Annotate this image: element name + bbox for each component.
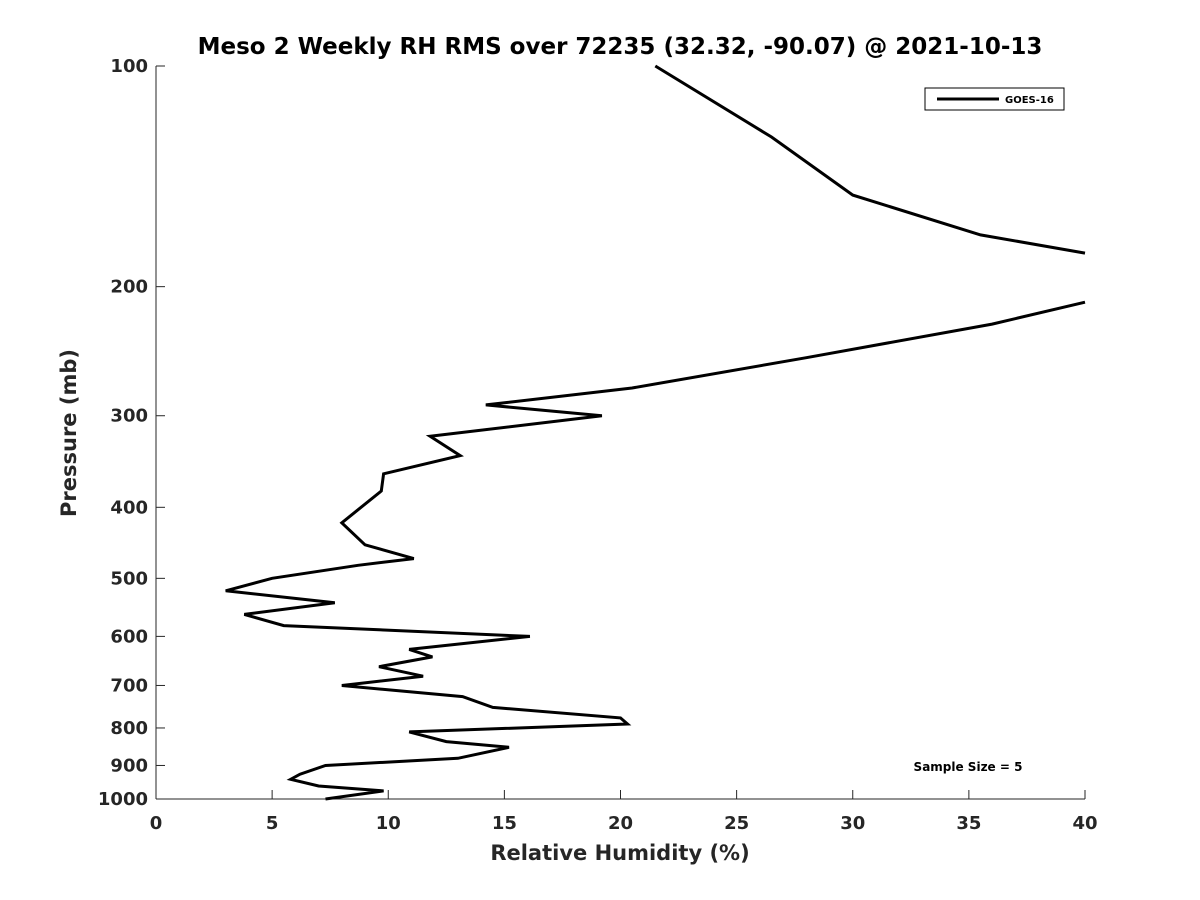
y-tick-label: 400 xyxy=(110,497,148,518)
y-tick-label: 800 xyxy=(110,718,148,739)
sample-size-annotation: Sample Size = 5 xyxy=(914,760,1023,774)
x-tick-label: 10 xyxy=(376,813,401,834)
legend-label: GOES-16 xyxy=(1005,95,1054,106)
plot-frame xyxy=(155,66,1085,800)
legend: GOES-16 xyxy=(924,87,1065,111)
chart-title: Meso 2 Weekly RH RMS over 72235 (32.32, … xyxy=(198,34,1043,60)
y-axis: 100 200 300 400 500 600 700 800 900 1000 xyxy=(98,56,165,810)
y-tick-label: 900 xyxy=(110,755,148,776)
y-axis-label: Pressure (mb) xyxy=(57,349,81,517)
x-tick-label: 35 xyxy=(956,813,981,834)
y-tick-label: 600 xyxy=(110,626,148,647)
x-tick-label: 0 xyxy=(150,813,163,834)
y-tick-label: 200 xyxy=(110,277,148,298)
x-axis: 0 5 10 15 20 25 30 35 40 xyxy=(150,790,1098,834)
series-line-goes-16 xyxy=(225,300,1086,801)
y-tick-label: 500 xyxy=(110,568,148,589)
y-tick-label: 100 xyxy=(110,56,148,77)
series-line-goes-16 xyxy=(654,64,1086,255)
x-tick-label: 20 xyxy=(608,813,633,834)
x-tick-label: 25 xyxy=(724,813,749,834)
y-tick-label: 300 xyxy=(110,406,148,427)
x-tick-label: 40 xyxy=(1072,813,1097,834)
x-tick-label: 30 xyxy=(840,813,865,834)
x-axis-label: Relative Humidity (%) xyxy=(490,841,749,865)
x-tick-label: 15 xyxy=(492,813,517,834)
y-tick-label: 700 xyxy=(110,675,148,696)
x-tick-label: 5 xyxy=(266,813,279,834)
series-layer xyxy=(225,64,1086,801)
y-tick-label: 1000 xyxy=(98,789,148,810)
